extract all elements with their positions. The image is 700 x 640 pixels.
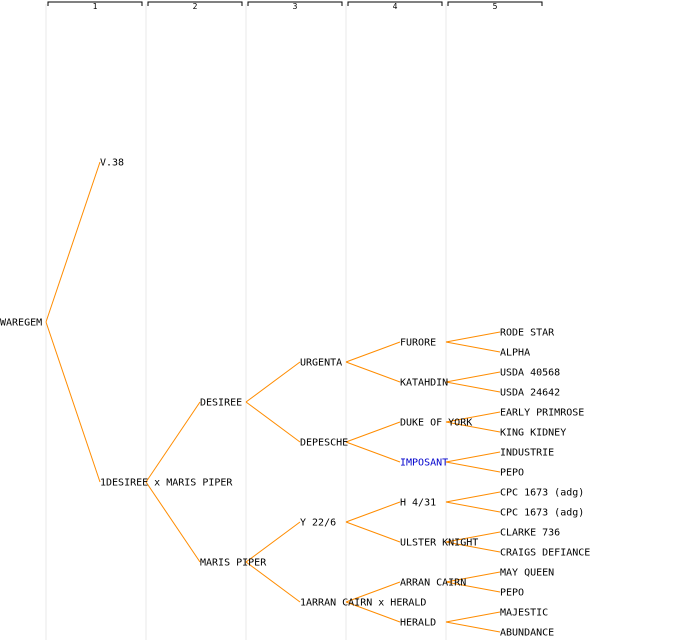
edge-h431-to-cpc1673a xyxy=(445,491,501,503)
edge-arrancairn-to-pepo2 xyxy=(445,581,501,593)
node-usda24642: USDA 24642 xyxy=(500,388,560,399)
edge-ulsterknight-to-craigsdefiance xyxy=(445,541,501,553)
node-arrancairn: ARRAN CAIRN xyxy=(400,578,466,589)
edge-urgenta-to-furore xyxy=(345,341,401,363)
tree-edges xyxy=(45,161,501,633)
generation-bracket xyxy=(447,1,543,6)
edge-imposant-to-industrie xyxy=(445,451,501,463)
generation-bracket xyxy=(347,1,443,6)
generation-bracket xyxy=(147,1,243,6)
node-herald: HERALD xyxy=(400,618,436,629)
node-kingkidney: KING KIDNEY xyxy=(500,428,566,439)
node-ulsterknight: ULSTER KNIGHT xyxy=(400,538,478,549)
edge-arrancairn-to-mayqueen xyxy=(445,571,501,583)
edge-herald-to-majestic xyxy=(445,611,501,623)
node-v38: V.38 xyxy=(100,158,124,169)
edge-dukeofyork-to-kingkidney xyxy=(445,421,501,433)
node-dukeofyork: DUKE OF YORK xyxy=(400,418,472,429)
node-imposant[interactable]: IMPOSANT xyxy=(400,458,448,469)
node-rodestar: RODE STAR xyxy=(500,328,555,339)
node-urgenta: URGENTA xyxy=(300,358,342,369)
node-h431: H 4/31 xyxy=(400,498,436,509)
edge-katahdin-to-usda40568 xyxy=(445,371,501,383)
generation-header: 5 xyxy=(493,2,498,11)
node-majestic: MAJESTIC xyxy=(500,608,548,619)
node-abundance: ABUNDANCE xyxy=(500,628,554,639)
edge-cross1-to-marispiper xyxy=(145,481,201,563)
node-cross1: 1DESIREE x MARIS PIPER xyxy=(100,478,233,489)
node-cpc1673b: CPC 1673 (adg) xyxy=(500,508,584,519)
edge-marispiper-to-cross2 xyxy=(245,561,301,603)
edge-dukeofyork-to-earlyprimrose xyxy=(445,411,501,423)
edge-katahdin-to-usda24642 xyxy=(445,381,501,393)
edge-waregem-to-cross1 xyxy=(45,321,101,483)
node-y226: Y 22/6 xyxy=(300,518,336,529)
node-cross2: 1ARRAN CAIRN x HERALD xyxy=(300,598,426,609)
edge-depesche-to-imposant xyxy=(345,441,401,463)
edge-urgenta-to-katahdin xyxy=(345,361,401,383)
edge-y226-to-ulsterknight xyxy=(345,521,401,543)
edge-desiree-to-urgenta xyxy=(245,361,301,403)
node-usda40568: USDA 40568 xyxy=(500,368,560,379)
node-cpc1673a: CPC 1673 (adg) xyxy=(500,488,584,499)
node-waregem: WAREGEM xyxy=(0,318,42,329)
generation-header: 3 xyxy=(293,2,298,11)
edge-herald-to-abundance xyxy=(445,621,501,633)
edge-ulsterknight-to-clarke736 xyxy=(445,531,501,543)
node-alpha: ALPHA xyxy=(500,348,530,359)
edge-imposant-to-pepo1 xyxy=(445,461,501,473)
node-earlyprimrose: EARLY PRIMROSE xyxy=(500,408,584,419)
edge-cross1-to-desiree xyxy=(145,401,201,483)
node-pepo1: PEPO xyxy=(500,468,524,479)
edge-y226-to-h431 xyxy=(345,501,401,523)
generation-header: 4 xyxy=(393,2,398,11)
node-desiree: DESIREE xyxy=(200,398,242,409)
edge-h431-to-cpc1673b xyxy=(445,501,501,513)
edge-cross2-to-arrancairn xyxy=(345,581,401,603)
node-depesche: DEPESCHE xyxy=(300,438,348,449)
edge-furore-to-rodestar xyxy=(445,331,501,343)
generation-header: 1 xyxy=(93,2,98,11)
generation-columns xyxy=(45,4,447,640)
edge-desiree-to-depesche xyxy=(245,401,301,443)
tree-node-labels: WAREGEM V.38 1DESIREE x MARIS PIPER DESIREE… xyxy=(0,158,590,639)
node-furore: FURORE xyxy=(400,338,436,349)
generation-bracket xyxy=(47,1,143,6)
node-mayqueen: MAY QUEEN xyxy=(500,568,554,579)
node-marispiper: MARIS PIPER xyxy=(200,558,267,569)
generation-header: 2 xyxy=(193,2,198,11)
node-craigsdefiance: CRAIGS DEFIANCE xyxy=(500,548,590,559)
generation-bracket xyxy=(247,1,343,6)
node-clarke736: CLARKE 736 xyxy=(500,528,560,539)
edge-waregem-to-v38 xyxy=(45,161,101,323)
edge-cross2-to-herald xyxy=(345,601,401,623)
edge-furore-to-alpha xyxy=(445,341,501,353)
generation-headers: 1 2 3 4 5 xyxy=(47,1,543,11)
node-industrie: INDUSTRIE xyxy=(500,448,554,459)
node-pepo2: PEPO xyxy=(500,588,524,599)
edge-marispiper-to-y226 xyxy=(245,521,301,563)
node-katahdin: KATAHDIN xyxy=(400,378,448,389)
edge-depesche-to-dukeofyork xyxy=(345,421,401,443)
